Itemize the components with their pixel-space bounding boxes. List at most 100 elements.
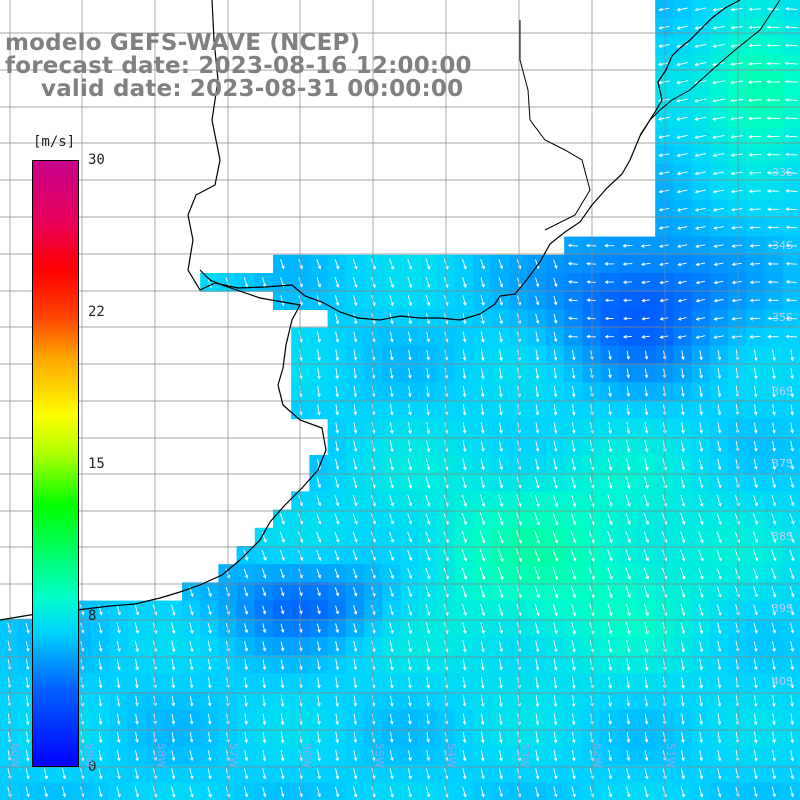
wind-arrow (753, 695, 758, 708)
wind-arrow (640, 244, 651, 248)
wind-arrow (462, 750, 467, 762)
wind-arrow (676, 98, 689, 103)
wind-arrow (641, 280, 651, 285)
wind-arrow (25, 731, 30, 744)
wind-arrow (353, 605, 358, 616)
wind-arrow (480, 749, 485, 762)
wind-arrow (408, 404, 412, 416)
wind-arrow (261, 531, 267, 543)
wind-arrow (680, 440, 685, 453)
wind-arrow (116, 786, 121, 798)
wind-arrow (462, 385, 467, 398)
wind-arrow (461, 512, 467, 526)
wind-arrow (98, 750, 103, 762)
wind-arrow (570, 512, 577, 526)
wind-arrow (407, 313, 412, 325)
wind-arrow (535, 313, 540, 325)
wind-arrow (790, 367, 795, 380)
wind-arrow (553, 476, 558, 489)
wind-arrow (713, 280, 724, 285)
wind-arrow (713, 317, 724, 321)
wind-arrow (280, 768, 285, 780)
wind-arrow (553, 713, 558, 726)
wind-arrow (790, 458, 795, 471)
wind-arrow (498, 458, 504, 471)
wind-arrow (317, 404, 321, 416)
wind-arrow (699, 658, 704, 671)
wind-arrow (479, 530, 486, 544)
wind-arrow (790, 695, 794, 707)
wind-arrow (135, 750, 139, 762)
wind-arrow (425, 786, 431, 798)
wind-arrow (426, 349, 430, 361)
wind-arrow (279, 513, 285, 525)
lon-label-57w: 57W (227, 743, 240, 768)
wind-arrow (553, 731, 558, 744)
wind-arrow (243, 586, 249, 597)
wind-arrow (766, 134, 780, 139)
wind-arrow (499, 422, 503, 434)
wind-arrow (335, 331, 340, 343)
wind-arrow (353, 313, 358, 325)
wind-arrow (553, 422, 558, 434)
wind-arrow (772, 440, 776, 452)
wind-arrow (479, 567, 486, 581)
wind-arrow (717, 640, 722, 653)
wind-arrow (716, 549, 722, 562)
wind-arrow (676, 116, 688, 121)
wind-arrow (625, 512, 631, 526)
wind-arrow (262, 695, 267, 707)
wind-arrow (571, 404, 576, 416)
wind-arrow (625, 476, 631, 490)
wind-arrow (789, 786, 795, 798)
wind-arrow (552, 585, 559, 599)
wind-arrow (189, 786, 194, 798)
wind-arrow (771, 604, 777, 616)
wind-arrow (753, 677, 758, 689)
wind-arrow (571, 750, 576, 762)
wind-arrow (352, 550, 358, 561)
wind-arrow (116, 695, 121, 707)
wind-arrow (389, 658, 394, 671)
colorbar-tick-22: 22 (88, 304, 105, 320)
wind-arrow (676, 153, 688, 158)
wind-arrow (789, 549, 795, 562)
wind-arrow (604, 334, 614, 339)
lat-label-34s: 34S (772, 239, 793, 252)
wind-arrow (622, 244, 633, 248)
wind-arrow (716, 567, 722, 580)
wind-arrow (352, 495, 358, 507)
wind-arrow (462, 658, 467, 671)
wind-arrow (608, 440, 613, 453)
wind-arrow (694, 116, 707, 121)
wind-arrow (535, 440, 540, 452)
wind-arrow (571, 603, 577, 617)
wind-arrow (317, 749, 321, 762)
wind-arrow (499, 367, 503, 380)
wind-arrow (753, 440, 758, 452)
wind-arrow (171, 677, 176, 689)
wind-arrow (712, 153, 725, 158)
wind-arrow (225, 568, 231, 579)
lon-label-60w: 60W (9, 743, 22, 768)
wind-arrow (262, 677, 267, 689)
wind-arrow (681, 386, 685, 398)
wind-arrow (552, 603, 558, 617)
wind-arrow (790, 404, 794, 416)
wind-arrow (625, 494, 631, 508)
wind-arrow (425, 276, 431, 289)
wind-arrow (643, 603, 649, 617)
wind-arrow (480, 494, 486, 508)
wind-arrow (608, 713, 612, 725)
wind-arrow (553, 640, 558, 653)
wind-arrow (753, 422, 758, 434)
lat-label-38s: 38S (772, 530, 793, 543)
wind-arrow (766, 43, 780, 48)
wind-arrow (135, 677, 139, 689)
wind-arrow (771, 786, 776, 798)
wind-arrow (407, 586, 413, 598)
wind-arrow (681, 713, 685, 726)
colorbar-tick-30: 30 (88, 152, 105, 168)
wind-arrow (480, 458, 485, 471)
river-line (639, 0, 781, 136)
